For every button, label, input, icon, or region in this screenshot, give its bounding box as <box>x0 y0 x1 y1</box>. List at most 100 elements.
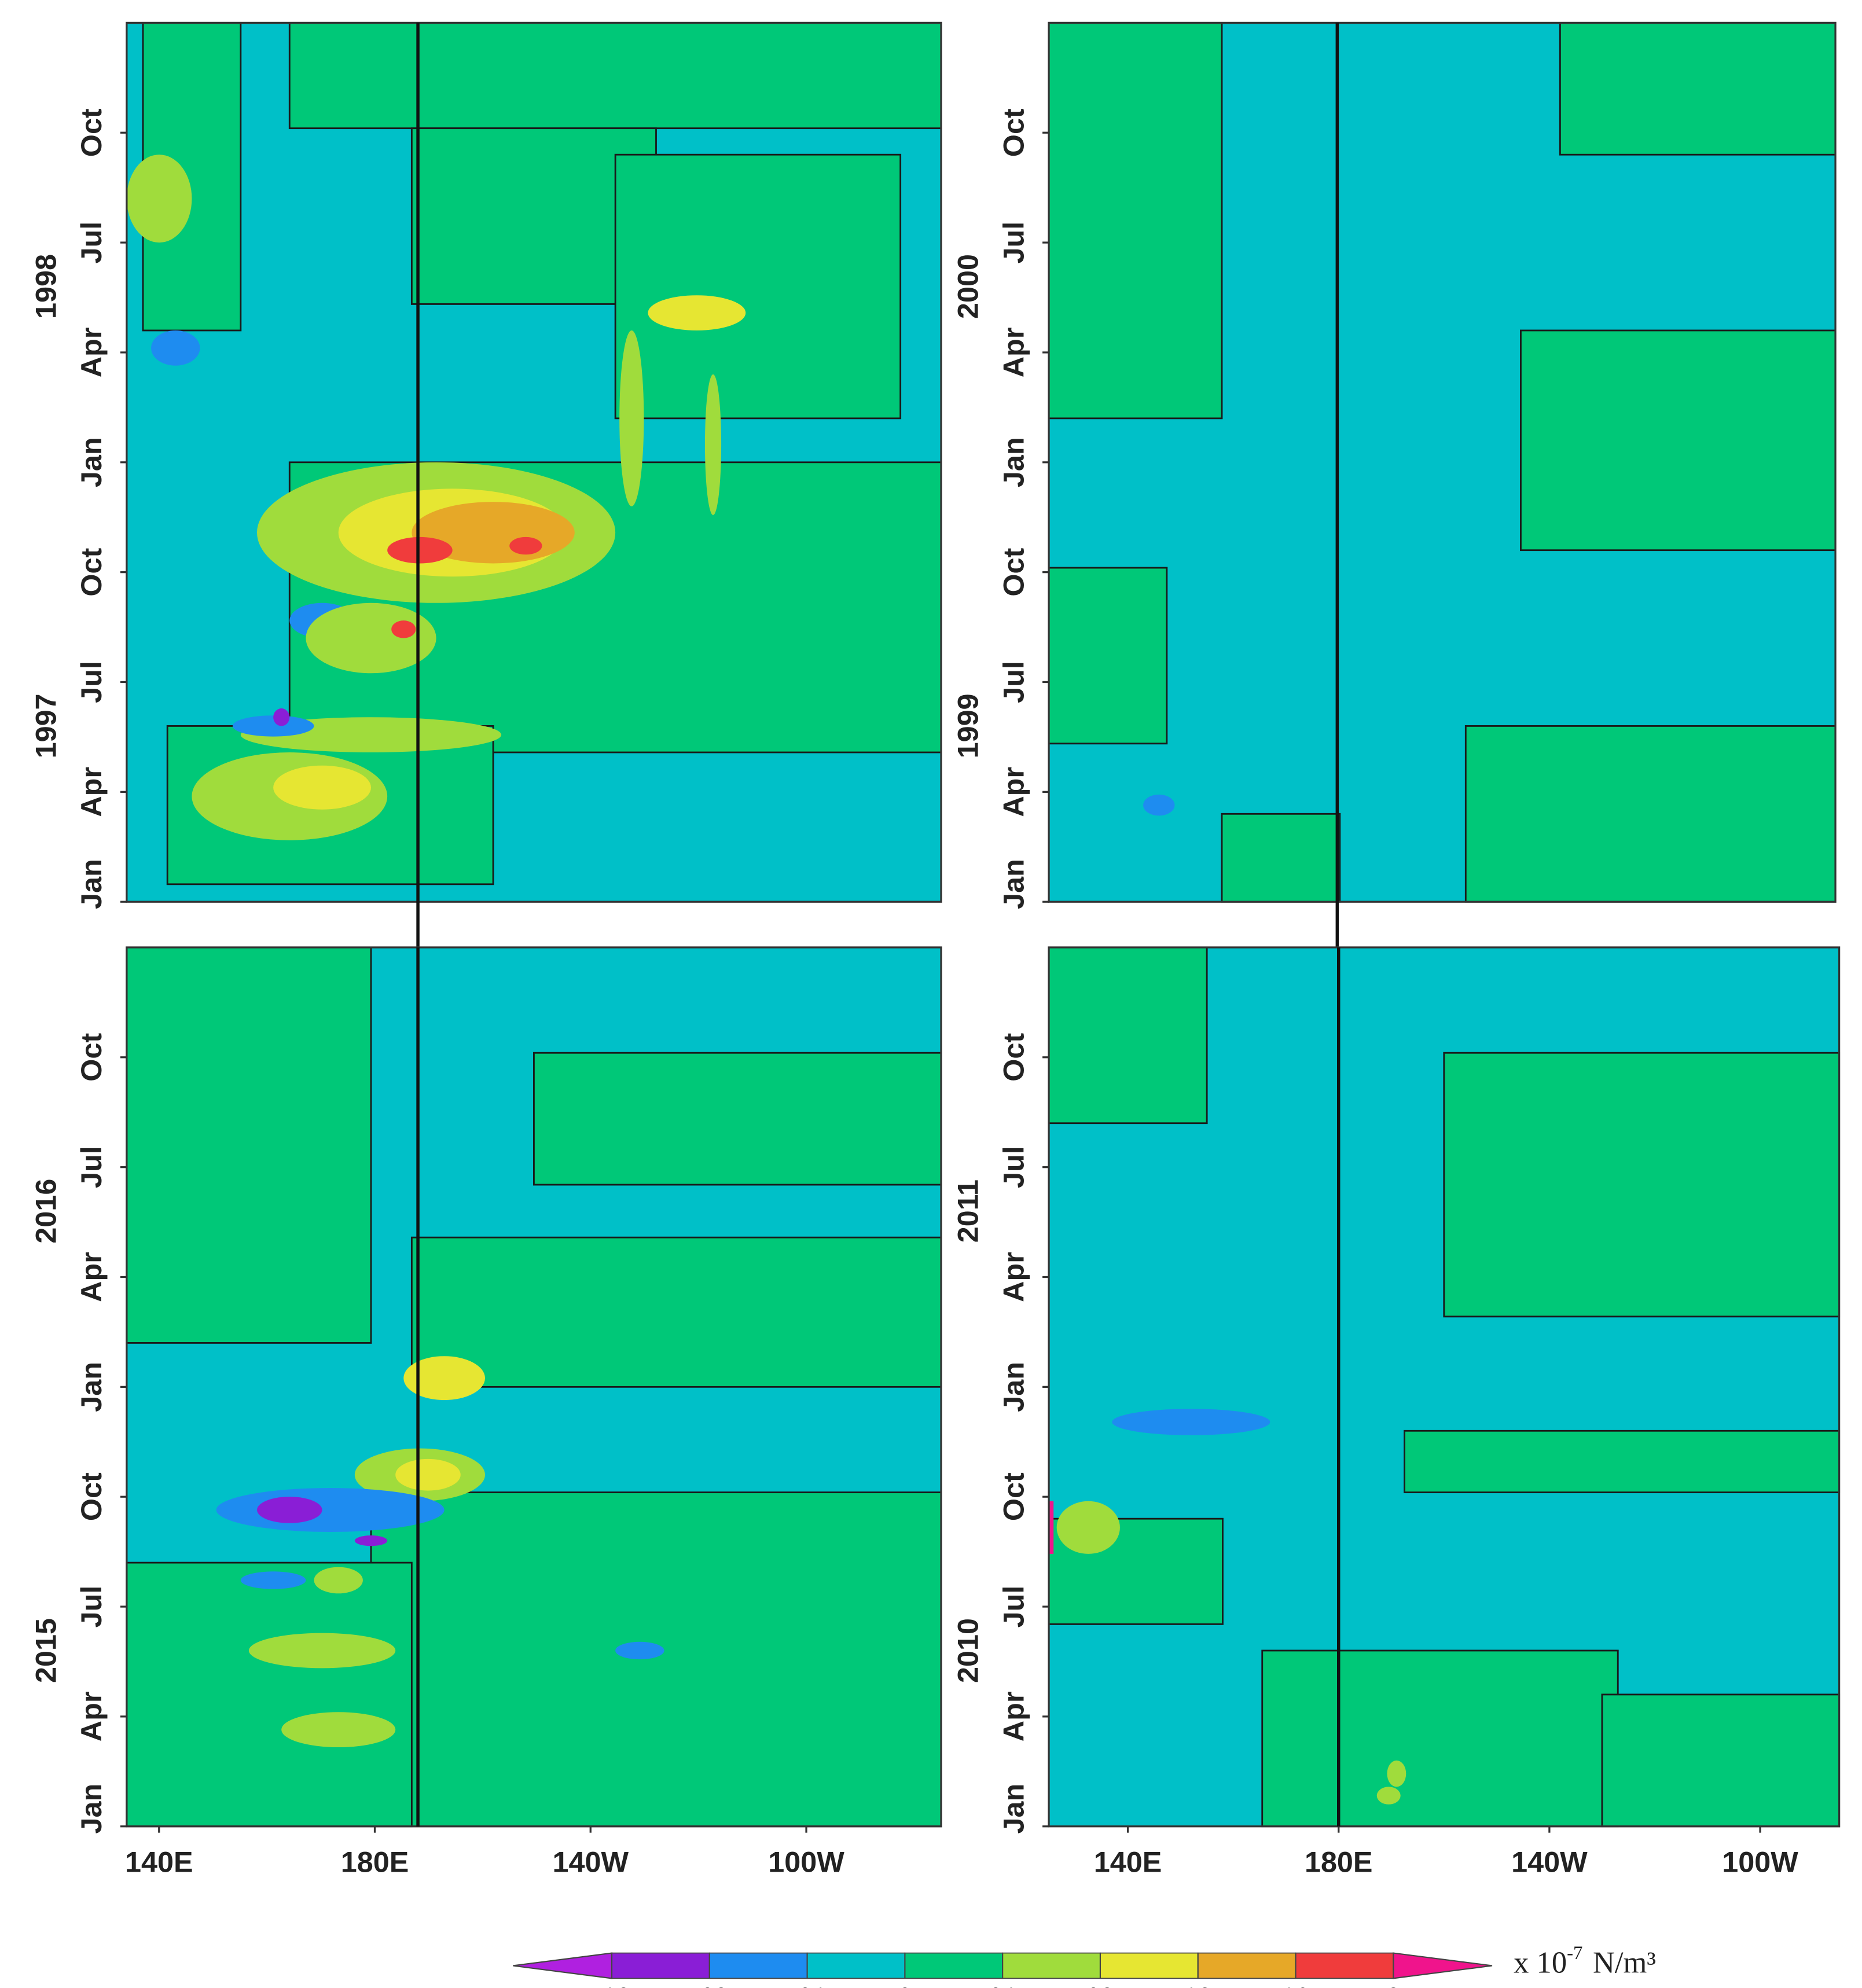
x-tick-label: 100W <box>768 1846 844 1879</box>
y-tick-label: Apr <box>997 1252 1030 1302</box>
colorbar-tick-label: 2 <box>1389 1985 1398 1988</box>
unit-exponent: -7 <box>1567 1942 1582 1963</box>
colorbar-tick-label: −0.8 <box>693 1985 726 1988</box>
y-tick-label: Jan <box>75 1362 108 1412</box>
field-region <box>232 715 314 737</box>
y-tick-label: Apr <box>997 328 1030 378</box>
field-region <box>648 295 746 330</box>
x-tick-label: 140W <box>1511 1846 1588 1879</box>
field-region <box>288 21 942 130</box>
panel: Jan Apr Jul Oct Jan Apr Jul Oct 1997 1998 <box>29 21 942 947</box>
field-region <box>1376 1787 1401 1805</box>
field-region <box>306 602 436 674</box>
year-label: 2000 <box>952 254 985 319</box>
y-tick-label: Apr <box>997 767 1030 817</box>
panel: Jan Apr Jul Oct Jan Apr Jul Oct 1999 2000 <box>952 21 1837 947</box>
y-tick-label: Jul <box>75 1586 108 1628</box>
year-label: 1999 <box>952 693 985 758</box>
y-tick-label: Jan <box>75 1784 108 1834</box>
field-region <box>1048 21 1223 420</box>
field-region <box>248 1633 396 1669</box>
field-region <box>216 1488 445 1532</box>
colorbar-extension <box>513 1952 613 1979</box>
y-tick-label: Jan <box>75 859 108 909</box>
field-region <box>614 153 902 420</box>
field-region <box>240 1571 306 1589</box>
field-region <box>403 1356 485 1401</box>
colorbar-bin <box>611 1952 710 1979</box>
y-tick-label: Oct <box>75 1472 108 1521</box>
field-region <box>1049 1501 1054 1554</box>
year-label: 2015 <box>29 1618 62 1683</box>
field-region <box>1048 567 1168 745</box>
field-region <box>387 536 453 564</box>
field-region <box>281 1712 396 1748</box>
field-region <box>314 1567 363 1594</box>
field-region <box>126 946 372 1344</box>
field-region <box>1261 1649 1619 1828</box>
y-tick-label: Jul <box>997 1146 1030 1188</box>
field-region <box>391 620 416 638</box>
year-label: 1998 <box>29 254 62 319</box>
field-region <box>1387 1760 1406 1787</box>
field-region <box>1601 1693 1841 1828</box>
colorbar-bin <box>1100 1952 1199 1979</box>
colorbar-unit: x 10-7 N/m³ <box>1514 1942 1656 1979</box>
field-region <box>619 330 644 506</box>
colorbar-tick-label: 0.4 <box>991 1985 1014 1988</box>
field-region <box>395 1458 461 1491</box>
y-tick-label: Apr <box>75 767 108 817</box>
y-tick-label: Oct <box>75 108 108 157</box>
field-region <box>1404 1430 1841 1494</box>
colorbar-bin <box>1002 1952 1101 1979</box>
field-region <box>1048 946 1208 1125</box>
field-region <box>1464 725 1837 903</box>
year-label: 1997 <box>29 693 62 758</box>
field-region <box>370 1491 942 1828</box>
y-tick-label: Apr <box>997 1692 1030 1742</box>
x-tick-label: 140E <box>1094 1846 1162 1879</box>
y-tick-label: Oct <box>75 547 108 596</box>
field-region <box>1221 813 1341 903</box>
unit-base: x 10 <box>1514 1946 1567 1980</box>
field-region <box>1520 329 1837 552</box>
field-region <box>615 1641 664 1660</box>
y-tick-label: Apr <box>75 1692 108 1742</box>
field-region <box>151 330 200 366</box>
y-tick-label: Jan <box>75 437 108 487</box>
field-region <box>1112 1409 1270 1435</box>
y-tick-label: Oct <box>75 1033 108 1082</box>
colorbar-tick-label: 0 <box>900 1985 909 1988</box>
colorbar-tick-label: 1.6 <box>1284 1985 1308 1988</box>
y-tick-label: Jul <box>75 661 108 703</box>
colorbar-bin <box>1295 1952 1394 1979</box>
field-region <box>273 708 290 726</box>
y-tick-label: Jan <box>997 1362 1030 1412</box>
field-region <box>1559 21 1837 156</box>
y-tick-label: Jan <box>997 437 1030 487</box>
colorbar-bin <box>708 1952 808 1979</box>
x-tick-label: 180E <box>1305 1846 1373 1879</box>
colorbar-tick-label: −0.4 <box>791 1985 824 1988</box>
colorbar-bin <box>1197 1952 1297 1979</box>
y-tick-label: Apr <box>75 328 108 378</box>
field-region <box>533 1052 942 1186</box>
field-region <box>509 536 542 555</box>
x-tick-label: 180E <box>341 1846 409 1879</box>
x-tick-label: 140E <box>125 1846 193 1879</box>
year-label: 2011 <box>952 1179 985 1243</box>
colorbar-extension <box>1393 1952 1493 1979</box>
field-region <box>273 765 371 810</box>
field-region <box>1443 1052 1841 1318</box>
y-tick-label: Oct <box>997 547 1030 596</box>
field-region <box>410 1236 942 1388</box>
y-tick-label: Oct <box>997 108 1030 157</box>
y-tick-label: Jul <box>75 1146 108 1188</box>
panel: Jan Apr Jul Oct Jan Apr Jul Oct 2015 2016 140E 180E… <box>29 946 942 1879</box>
y-tick-label: Oct <box>997 1033 1030 1082</box>
field-region <box>126 1561 413 1828</box>
unit-suffix: N/m³ <box>1593 1946 1656 1980</box>
y-tick-label: Jul <box>75 222 108 264</box>
